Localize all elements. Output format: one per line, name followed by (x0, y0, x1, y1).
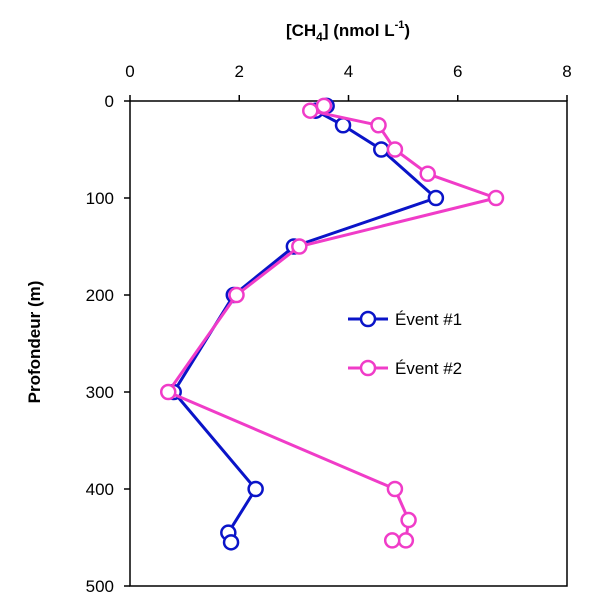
x-tick-label: 2 (235, 62, 244, 81)
legend-marker (359, 310, 377, 328)
y-tick-label: 0 (105, 92, 114, 111)
data-point (315, 97, 333, 115)
legend-label: Évent #2 (395, 359, 462, 378)
x-tick-label: 0 (125, 62, 134, 81)
data-point (427, 189, 445, 207)
series-layer (159, 97, 505, 551)
data-point (222, 534, 240, 551)
y-tick-label: 100 (86, 189, 114, 208)
data-point (247, 480, 264, 498)
x-tick-label: 8 (562, 62, 571, 81)
data-point (400, 511, 417, 529)
data-point (228, 286, 245, 304)
y-tick-label: 400 (86, 480, 114, 499)
x-axis-ticks: 0 2 4 6 8 (125, 62, 572, 101)
x-tick-label: 4 (344, 62, 353, 81)
legend: Évent #1 Évent #2 (348, 310, 462, 378)
legend-label: Évent #1 (395, 310, 462, 329)
data-point (419, 165, 436, 182)
legend-item: Évent #2 (348, 359, 462, 378)
data-point (334, 117, 352, 134)
data-point (386, 141, 404, 158)
y-axis-title: Profondeur (m) (25, 281, 44, 404)
data-point (291, 238, 308, 255)
x-tick-label: 6 (453, 62, 462, 81)
data-point (397, 532, 415, 549)
data-point (370, 117, 387, 134)
data-point (383, 532, 401, 549)
x-axis-title: [CH4] (nmol L-1) (286, 19, 410, 44)
legend-item: Évent #1 (348, 310, 462, 329)
series-2 (159, 97, 505, 549)
data-point (159, 383, 177, 401)
plot-frame (129, 100, 568, 587)
data-point (373, 141, 390, 158)
y-tick-label: 500 (86, 577, 114, 596)
y-axis-ticks: 0 100 200 300 400 500 (86, 92, 130, 596)
legend-marker (359, 359, 377, 377)
data-point (302, 102, 319, 119)
data-point (487, 189, 505, 207)
data-point (386, 480, 404, 498)
y-tick-label: 300 (86, 383, 114, 402)
y-tick-label: 200 (86, 286, 114, 305)
